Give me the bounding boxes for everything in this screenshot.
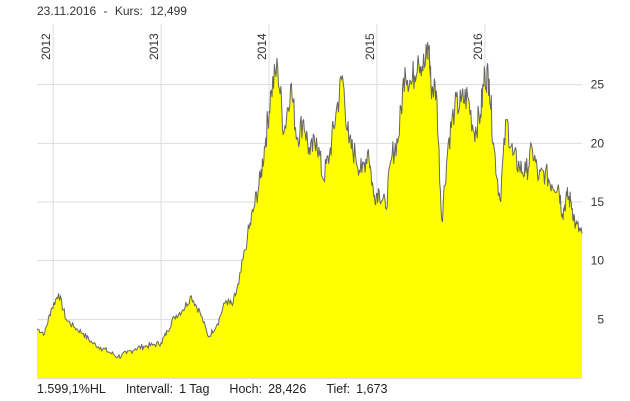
y-tick-label-25: 25 xyxy=(591,78,605,92)
footer-interval: Intervall: 1 Tag xyxy=(126,382,210,396)
low-value: 1,673 xyxy=(356,382,388,396)
x-tick-label-2014: 2014 xyxy=(255,33,269,60)
x-tick-label-2013: 2013 xyxy=(147,33,161,60)
x-tick-label-2016: 2016 xyxy=(471,33,485,60)
y-tick-label-15: 15 xyxy=(591,195,605,209)
footer-low: Tief: 1,673 xyxy=(326,382,387,396)
y-tick-label-10: 10 xyxy=(591,254,605,268)
y-tick-label-20: 20 xyxy=(591,136,605,150)
chart-header: 23.11.2016 - Kurs: 12,499 xyxy=(37,4,191,18)
interval-value: 1 Tag xyxy=(179,382,210,396)
header-date: 23.11.2016 xyxy=(37,4,97,18)
header-kurs-label: Kurs: xyxy=(114,4,143,18)
x-tick-label-2015: 2015 xyxy=(363,33,377,60)
high-label: Hoch: xyxy=(229,382,263,396)
y-tick-label-5: 5 xyxy=(597,312,604,326)
footer-change: 1.599,1%HL xyxy=(37,382,106,396)
price-area-fill xyxy=(37,42,582,378)
footer-high: Hoch: 28,426 xyxy=(229,382,306,396)
high-value: 28,426 xyxy=(268,382,307,396)
area-layer xyxy=(36,41,583,378)
interval-label: Intervall: xyxy=(125,382,174,396)
low-label: Tief: xyxy=(326,382,351,396)
header-kurs-value: 12,499 xyxy=(150,4,187,18)
chart-footer: 1.599,1%HL Intervall: 1 Tag Hoch: 28,426 T… xyxy=(37,382,407,396)
price-line xyxy=(36,41,583,360)
header-separator: - xyxy=(103,4,108,18)
tick-layer: 2012 2013 2014 2015 2016 5 10 15 20 25 xyxy=(39,33,604,326)
x-tick-label-2012: 2012 xyxy=(39,33,53,60)
